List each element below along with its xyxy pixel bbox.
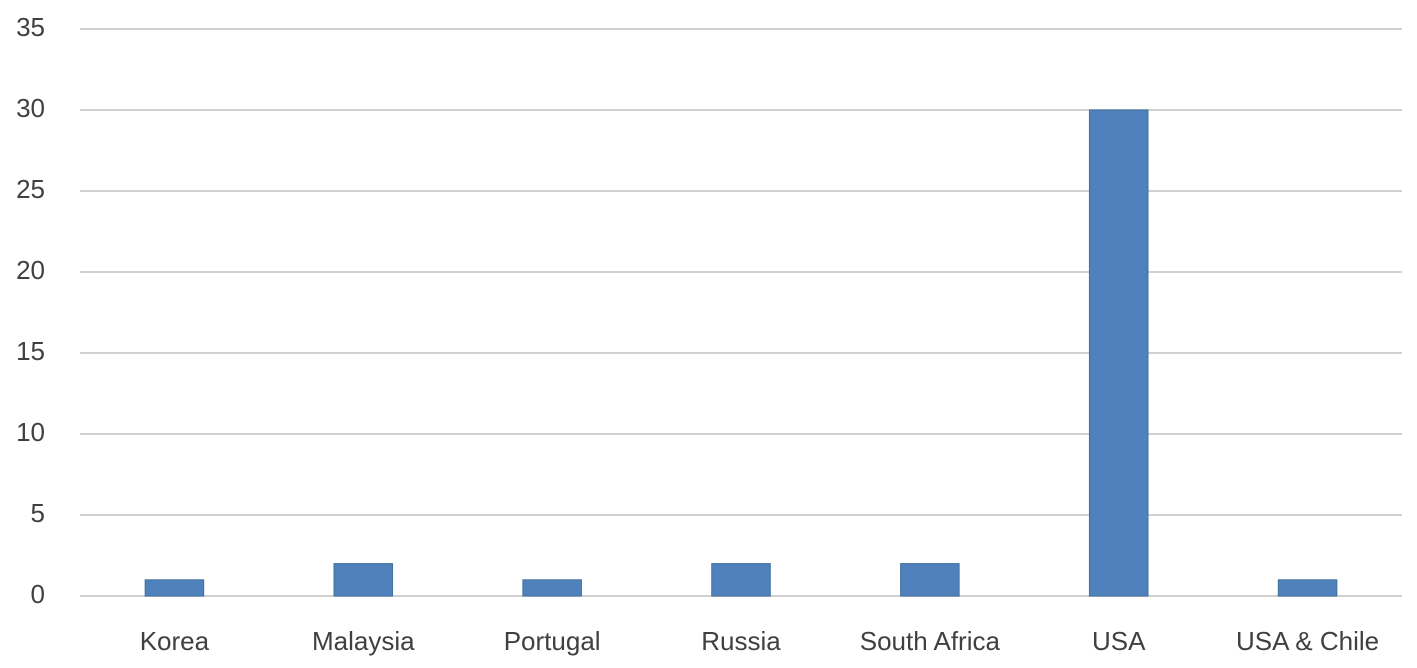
y-tick-label: 0	[31, 579, 45, 609]
bar	[144, 579, 205, 597]
y-tick-label: 5	[31, 498, 45, 528]
x-tick-label: South Africa	[860, 626, 1001, 656]
y-tick-label: 15	[16, 336, 45, 366]
x-tick-label: USA & Chile	[1236, 626, 1379, 656]
x-tick-label: Russia	[701, 626, 781, 656]
bar	[1277, 579, 1338, 597]
bar	[711, 563, 771, 597]
y-tick-label: 10	[16, 417, 45, 447]
bar	[333, 563, 394, 597]
y-tick-label: 20	[16, 255, 45, 285]
x-tick-label: Malaysia	[312, 626, 415, 656]
bar	[522, 579, 582, 597]
x-tick-label: Portugal	[504, 626, 601, 656]
y-tick-label: 30	[16, 93, 45, 123]
bar	[900, 563, 960, 597]
y-tick-label: 25	[16, 174, 45, 204]
x-tick-label: Korea	[140, 626, 210, 656]
y-tick-label: 35	[16, 12, 45, 42]
x-tick-label: USA	[1092, 626, 1146, 656]
bar	[1088, 109, 1149, 597]
